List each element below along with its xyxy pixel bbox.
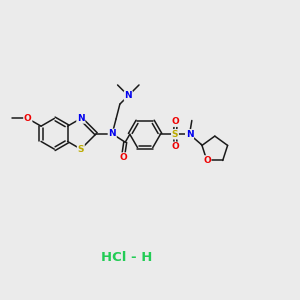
Text: HCl - H: HCl - H bbox=[101, 251, 152, 264]
Text: N: N bbox=[108, 129, 116, 138]
Text: O: O bbox=[24, 114, 32, 123]
Text: O: O bbox=[172, 117, 180, 126]
Text: S: S bbox=[78, 145, 84, 154]
Text: O: O bbox=[119, 153, 127, 162]
Text: N: N bbox=[124, 91, 132, 100]
Text: N: N bbox=[186, 130, 193, 139]
Text: N: N bbox=[77, 114, 85, 123]
Text: S: S bbox=[172, 130, 178, 139]
Text: O: O bbox=[203, 156, 211, 165]
Text: O: O bbox=[172, 142, 180, 151]
